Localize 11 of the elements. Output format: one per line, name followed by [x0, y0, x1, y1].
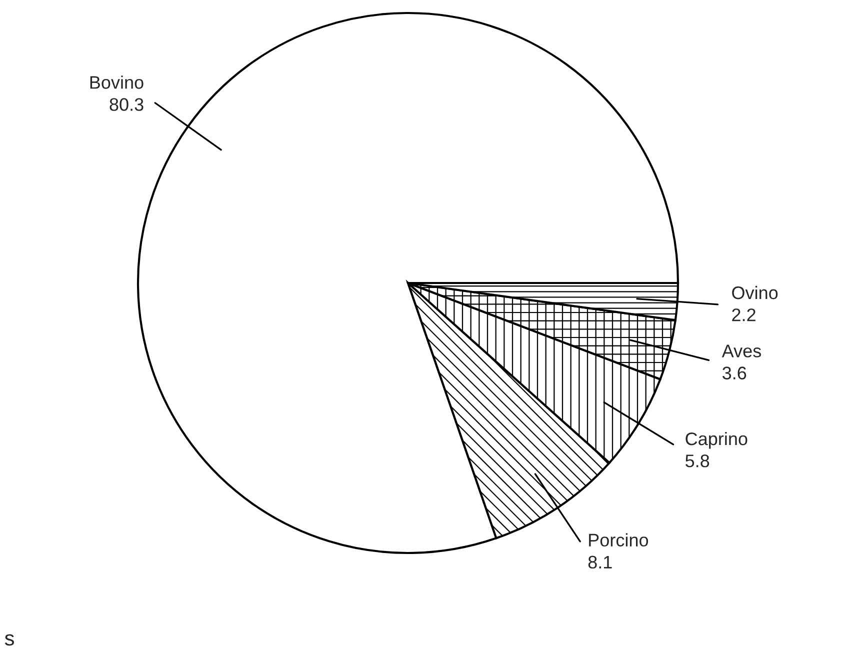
data-label: 8.1 — [588, 556, 612, 569]
slice-label: Ovino — [732, 286, 778, 300]
slice-label: Aves — [722, 344, 761, 358]
slice-label: Bovino — [90, 76, 144, 89]
text: s — [4, 634, 14, 646]
data-label: 2.2 — [732, 308, 756, 322]
slice-label: Porcino — [589, 533, 648, 546]
data-label: 3.6 — [722, 366, 746, 380]
slice-label: Caprino — [686, 432, 748, 449]
data-label: 5.8 — [686, 454, 710, 468]
data-label: 80.3 — [110, 98, 144, 111]
